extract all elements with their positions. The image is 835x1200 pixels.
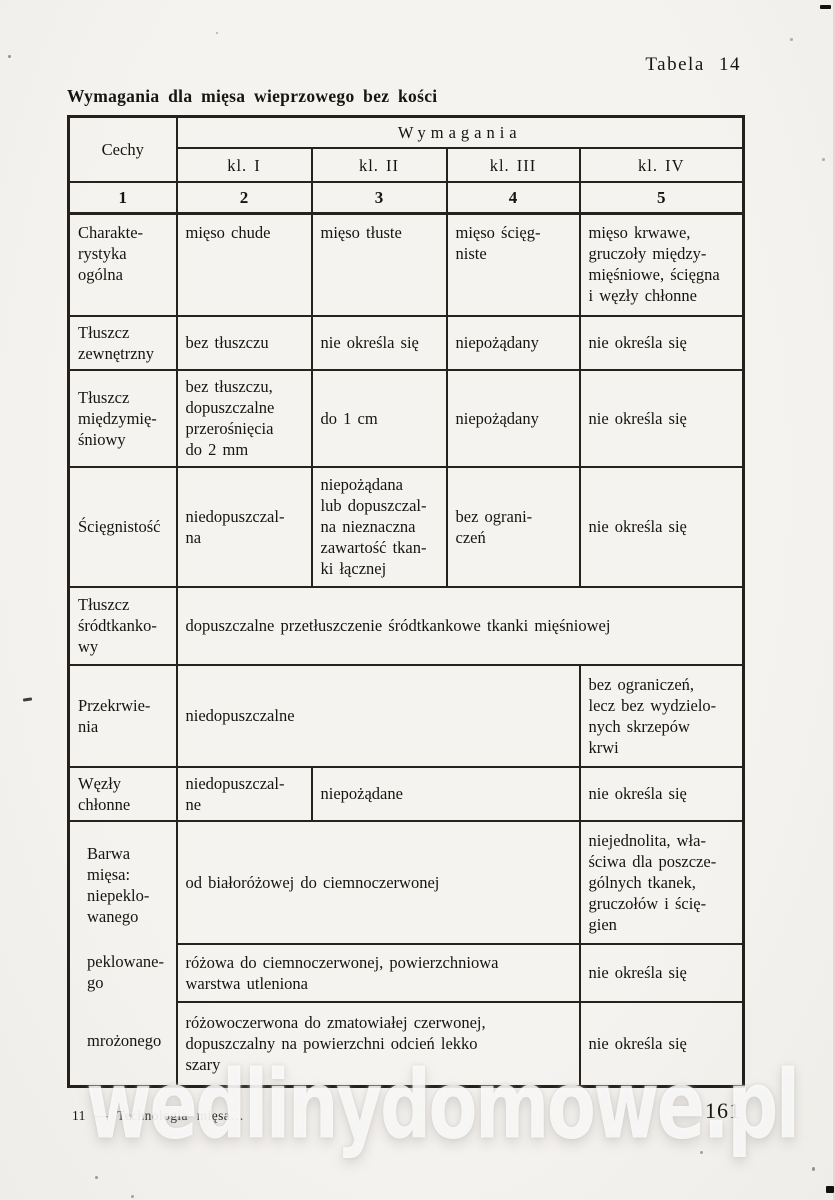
value-cell: nie określa się <box>578 314 745 371</box>
scan-speck <box>826 1186 834 1193</box>
feature-cell: Ścięgnistość <box>67 465 178 588</box>
value-cell: nie określa się <box>578 942 745 1003</box>
value-cell: bez tłuszczu <box>175 314 313 371</box>
value-cell-span-kl1-3: różowa do ciemnoczerwonej, powierzchniow… <box>175 942 581 1003</box>
value-cell: mięso chude <box>175 212 313 317</box>
value-cell: nie określa się <box>310 314 448 371</box>
scan-speck <box>790 38 793 41</box>
feature-cell: Węzły chłonne <box>67 765 178 822</box>
value-cell: do 1 cm <box>310 368 448 468</box>
scan-speck <box>131 1195 134 1198</box>
column-header-kl-3: kl. III <box>445 147 581 183</box>
scan-speck <box>95 1176 98 1179</box>
scan-speck <box>812 1167 815 1171</box>
column-number: 4 <box>445 181 581 215</box>
value-cell: niepożądany <box>445 314 581 371</box>
column-number: 1 <box>67 181 178 215</box>
value-cell: niedopuszczal- ne <box>175 765 313 822</box>
value-cell: niepożądana lub dopuszczal- na nieznaczn… <box>310 465 448 588</box>
value-cell-span-kl2-3: niepożądane <box>310 765 581 822</box>
column-header-kl-4: kl. IV <box>578 147 745 183</box>
column-header-cechy: Cechy <box>67 115 178 183</box>
value-cell-span-all: dopuszczalne przetłuszczenie śródtkankow… <box>175 585 745 666</box>
feature-label-mrozonego: mrożonego <box>87 1030 162 1050</box>
value-cell: mięso tłuste <box>310 212 448 317</box>
scan-speck <box>216 32 218 34</box>
scan-edge <box>833 0 835 1200</box>
table-number-label: Tabela 14 <box>645 54 741 75</box>
value-cell: nie określa się <box>578 368 745 468</box>
table-row: Tłuszcz śródtkanko- wy dopuszczalne prze… <box>67 585 745 666</box>
feature-label-niepeklowanego: Barwa mięsa: niepeklo- wanego <box>87 844 150 926</box>
scan-speck <box>8 55 11 58</box>
feature-cell: Przekrwie- nia <box>67 663 178 768</box>
column-number: 2 <box>175 181 313 215</box>
table-row: różowa do ciemnoczerwonej, powierzchniow… <box>69 942 745 1003</box>
table-row: Ścięgnistość niedopuszczal- na niepożąda… <box>67 465 745 588</box>
value-cell: nie określa się <box>578 765 745 822</box>
feature-cell: Tłuszcz zewnętrzny <box>67 314 178 371</box>
feature-label-peklowanego: peklowane- go <box>87 952 164 992</box>
scan-speck <box>822 158 825 161</box>
table-row: Charakte- rystyka ogólna mięso chude mię… <box>67 212 745 317</box>
table-row: Barwa mięsa: niepeklo- wanego peklowane-… <box>67 819 745 1087</box>
value-cell: mięso krwawe, gruczoły między- mięśniowe… <box>578 212 745 317</box>
value-cell: nie określa się <box>578 465 745 588</box>
value-cell-span-kl1-3: różowoczerwona do zmatowiałej czerwonej,… <box>175 1000 581 1088</box>
value-cell: bez tłuszczu, dopuszczalne przerośnięcia… <box>175 368 313 468</box>
value-cell-span-kl1-3: od białoróżowej do ciemnoczerwonej <box>175 819 581 945</box>
column-header-kl-2: kl. II <box>310 147 448 183</box>
value-cell-span-kl1-3: niedopuszczalne <box>175 663 581 768</box>
table-row: Przekrwie- nia niedopuszczalne bez ogran… <box>67 663 745 768</box>
column-number: 3 <box>310 181 448 215</box>
scan-speck <box>820 5 831 9</box>
feature-cell: Tłuszcz międzymię- śniowy <box>67 368 178 468</box>
column-header-wymagania: Wymagania <box>175 115 745 149</box>
feature-cell: Tłuszcz śródtkanko- wy <box>67 585 178 666</box>
value-cell: niepożądany <box>445 368 581 468</box>
table-row: Tłuszcz zewnętrzny bez tłuszczu nie okre… <box>67 314 745 371</box>
value-cell: nie określa się <box>578 1000 745 1088</box>
column-number: 5 <box>578 181 745 215</box>
table-row: różowoczerwona do zmatowiałej czerwonej,… <box>69 1000 745 1088</box>
table-row: Tłuszcz międzymię- śniowy bez tłuszczu, … <box>67 368 745 468</box>
feature-cell: Charakte- rystyka ogólna <box>67 212 178 317</box>
value-cell: niejednolita, wła- ściwa dla poszcze- gó… <box>578 819 745 945</box>
table-row: Węzły chłonne niedopuszczal- ne niepożąd… <box>67 765 745 822</box>
value-cell: bez ograniczeń, lecz bez wydzielo- nych … <box>578 663 745 768</box>
page-title: Wymagania dla mięsa wieprzowego bez kośc… <box>67 86 438 106</box>
value-cell: mięso ścięg- niste <box>445 212 581 317</box>
page-number: 161 <box>705 1098 741 1123</box>
requirements-table: Cechy Wymagania kl. I kl. II kl. III kl.… <box>67 115 746 1088</box>
scan-speck <box>22 697 33 702</box>
feature-cell-barwa: Barwa mięsa: niepeklo- wanego peklowane-… <box>67 819 178 1087</box>
book-footnote: 11 — Technologia mięsa… <box>72 1108 245 1123</box>
scan-speck <box>700 1151 703 1154</box>
column-header-kl-1: kl. I <box>175 147 313 183</box>
value-cell: niedopuszczal- na <box>175 465 313 588</box>
value-cell: bez ograni- czeń <box>445 465 581 588</box>
